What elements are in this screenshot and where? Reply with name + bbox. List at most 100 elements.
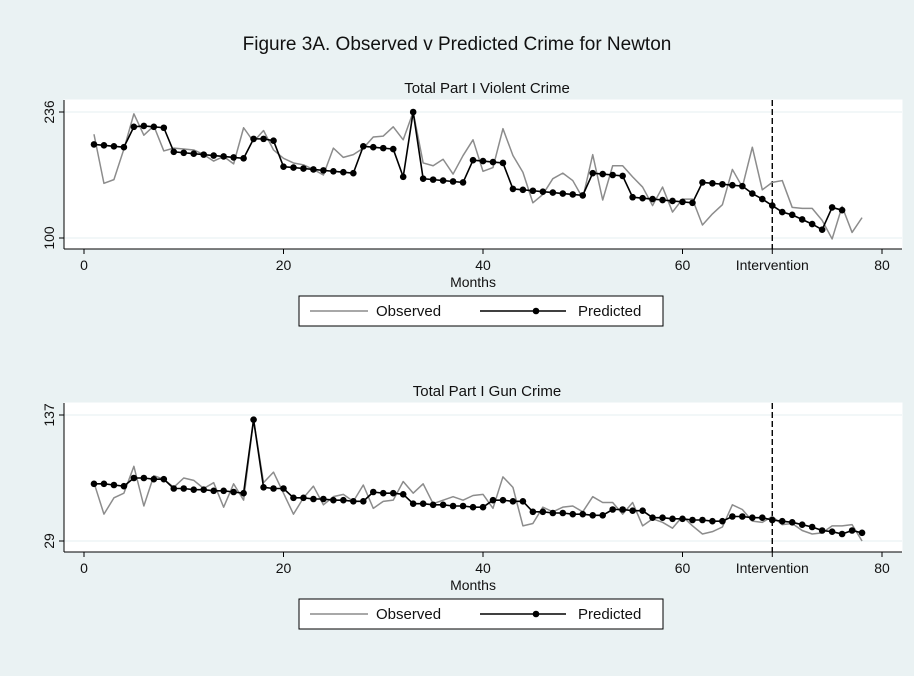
predicted-point [798,521,806,528]
predicted-point [330,167,337,175]
predicted-point [709,180,716,187]
predicted-point [200,486,207,493]
predicted-point [519,498,527,505]
observed-series-line [93,418,863,542]
predicted-point [439,501,447,509]
predicted-point [778,208,786,216]
predicted-point [649,195,656,203]
predicted-point [759,514,766,521]
predicted-point [260,484,267,491]
x-tick-label: 0 [80,560,88,576]
predicted-point [369,488,377,496]
legend-predicted-label: Predicted [578,303,641,320]
predicted-point [240,489,247,497]
predicted-point [639,507,646,514]
predicted-point [609,171,616,179]
predicted-point [350,169,357,177]
x-tick-label: 80 [874,560,890,576]
predicted-point [469,156,477,164]
predicted-point [200,151,207,158]
predicted-point [210,487,217,495]
predicted-point [838,530,846,538]
predicted-point [399,491,407,498]
predicted-point [270,137,277,145]
predicted-point [429,501,437,509]
y-tick-label: 29 [41,533,57,549]
predicted-point [818,226,826,233]
legend-predicted-label: Predicted [578,606,641,623]
predicted-point [499,496,507,504]
predicted-point [379,489,387,497]
predicted-point [210,152,217,159]
predicted-point [579,510,587,518]
predicted-point [489,158,497,166]
predicted-point [669,515,676,523]
predicted-point [220,153,227,160]
predicted-point [160,475,168,483]
predicted-point [759,195,766,203]
predicted-point [310,166,317,173]
predicted-point [419,175,427,183]
predicted-point [808,523,816,531]
predicted-point [230,488,237,496]
predicted-point [729,181,736,189]
predicted-point [220,487,227,495]
predicted-point [838,206,846,214]
predicted-point [280,163,287,170]
predicted-point [389,145,397,153]
predicted-point [559,190,567,197]
predicted-point [549,189,557,196]
x-axis-title: Months [450,274,496,290]
predicted-point [639,194,646,202]
predicted-point [300,165,307,172]
x-tick-label: 40 [475,257,491,273]
predicted-point [250,135,257,143]
gun-crime-chart: Total Part I Gun Crime 29 137 0 20 40 60 Interv… [41,383,903,630]
predicted-point [360,498,367,505]
predicted-point [469,503,477,511]
predicted-point [110,481,118,489]
y-tick-label: 236 [41,100,57,124]
predicted-point [709,517,716,525]
predicted-point [699,516,706,524]
predicted-point [130,474,138,482]
x-axis-title: Months [450,577,496,593]
legend-observed-label: Observed [376,303,441,320]
predicted-point [798,216,806,223]
x-tick-label: 0 [80,257,88,273]
predicted-point [609,506,616,513]
predicted-point [240,155,247,162]
predicted-point [629,193,636,201]
predicted-point [449,178,457,185]
predicted-point [320,167,327,174]
predicted-point [90,480,98,488]
predicted-point [190,150,198,157]
predicted-point [569,510,577,518]
predicted-point [489,496,497,504]
x-tick-label: Intervention [736,257,809,273]
predicted-point [719,180,726,188]
predicted-point [150,475,158,483]
predicted-point [479,503,487,511]
predicted-point [788,211,796,219]
predicted-point [509,185,517,193]
x-tick-label: 20 [276,257,292,273]
predicted-point [150,123,158,131]
figure-title: Figure 3A. Observed v Predicted Crime fo… [242,34,672,55]
predicted-point [689,516,696,524]
predicted-point [439,177,447,184]
predicted-point [389,489,397,497]
predicted-point [768,516,776,524]
predicted-point [120,143,128,151]
predicted-point [788,519,796,526]
predicted-point [589,169,597,177]
predicted-point [180,485,188,492]
predicted-point [120,482,128,490]
predicted-point [320,495,327,503]
predicted-point [429,176,437,183]
predicted-point [499,159,507,167]
predicted-point [808,220,816,228]
violent-crime-chart: Total Part I Violent Crime 100 236 0 20 40 60 I… [41,80,903,327]
predicted-point [848,527,856,534]
predicted-point [768,202,776,209]
